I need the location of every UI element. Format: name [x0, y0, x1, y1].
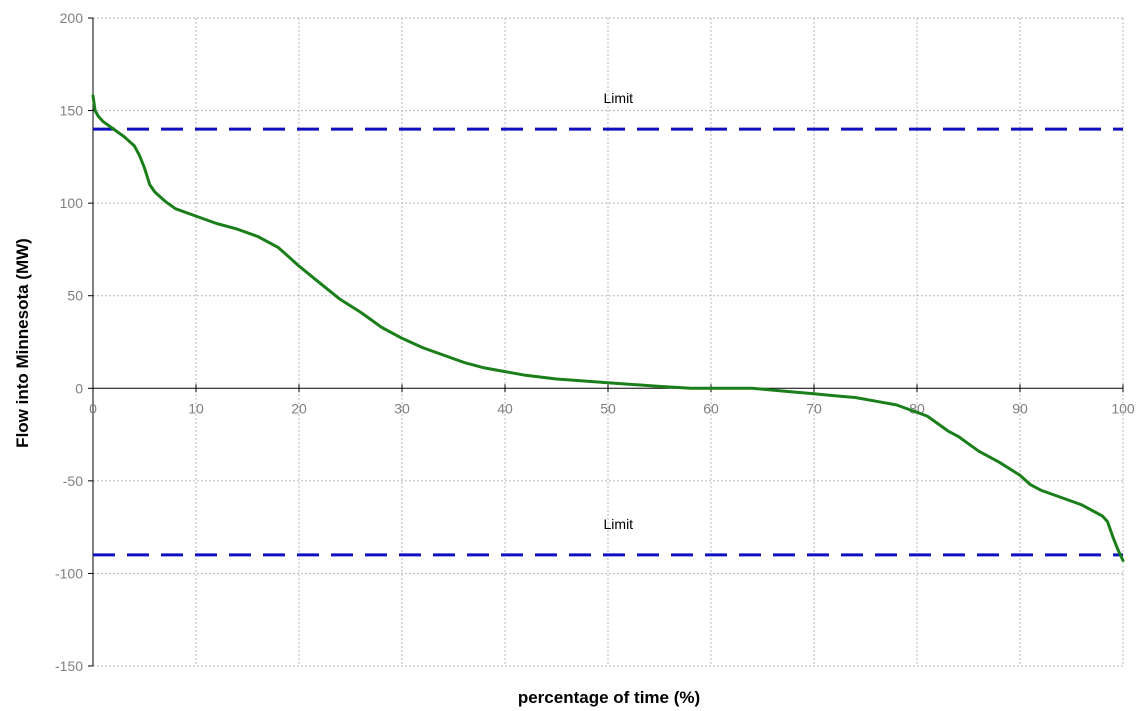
y-tick-labels: 200 150 100 50 0 -50 -100 -150	[55, 10, 83, 674]
x-tick-label-70: 70	[806, 400, 822, 416]
series-line-0	[91, 94, 1125, 562]
x-tick-label-50: 50	[600, 400, 616, 416]
x-tick-label-100: 100	[1111, 400, 1135, 416]
axes	[88, 17, 1124, 667]
y-tick-label--150: -150	[55, 658, 83, 674]
reference-lines: Limit Limit	[93, 90, 1123, 557]
y-axis-title: Flow into Minnesota (MW)	[13, 238, 32, 448]
limit-label-0: Limit	[604, 90, 634, 106]
y-tick-label--50: -50	[63, 473, 83, 489]
data-series	[91, 94, 1125, 562]
y-tick-label-0: 0	[75, 380, 83, 396]
x-tick-label-30: 30	[394, 400, 410, 416]
y-tick-label-100: 100	[60, 195, 84, 211]
grid-lines	[93, 17, 1124, 667]
limit-label-1: Limit	[604, 516, 634, 532]
x-axis-title: percentage of time (%)	[518, 688, 700, 707]
y-tick-label-50: 50	[67, 288, 83, 304]
x-tick-label-60: 60	[703, 400, 719, 416]
x-tick-label-10: 10	[188, 400, 204, 416]
y-tick-label-150: 150	[60, 103, 84, 119]
x-tick-label-0: 0	[89, 400, 97, 416]
x-tick-labels: 0 10 20 30 40 50 60 70 80 90 100	[89, 400, 1135, 416]
x-tick-label-20: 20	[291, 400, 307, 416]
y-tick-label--100: -100	[55, 565, 83, 581]
y-tick-label-200: 200	[60, 10, 84, 26]
x-tick-label-40: 40	[497, 400, 513, 416]
x-tick-label-90: 90	[1012, 400, 1028, 416]
